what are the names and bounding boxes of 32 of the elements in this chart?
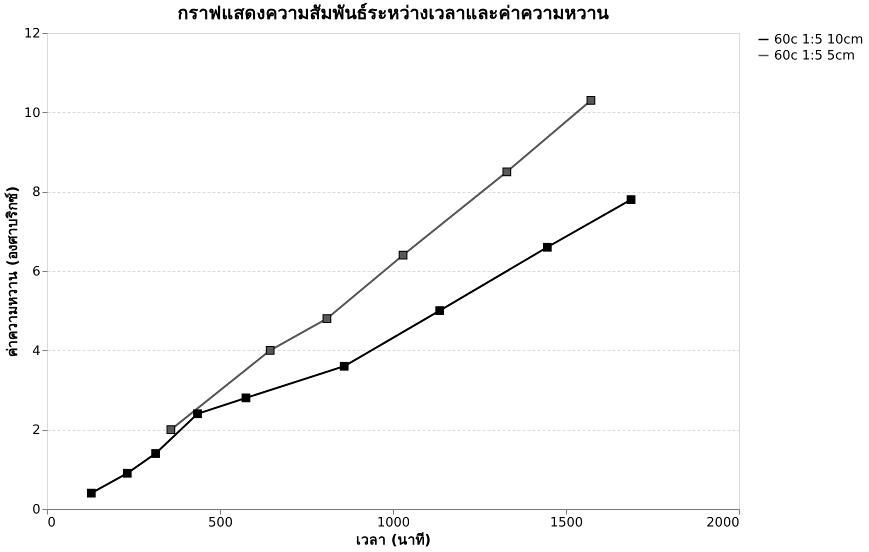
chart-title: กราฟแสดงความสัมพันธ์ระหว่างเวลาและค่าความหวาน [178,2,610,24]
y-axis-title: ค่าความหวาน (องศาบริกซ์) [4,186,21,357]
legend-label: 60c 1:5 5cm [774,48,855,64]
point [242,394,250,402]
point [86,488,96,498]
y-tick-label: 6 [32,264,40,280]
point [322,314,332,323]
point [626,195,636,204]
point [151,449,160,458]
y-tick-label: 0 [32,502,40,518]
x-tick-label: 0 [48,516,56,530]
point [340,362,349,371]
y-tick-label: 10 [24,106,40,121]
point [166,425,176,434]
point [398,250,408,260]
y-tick-label: 4 [32,344,40,359]
point [193,409,202,418]
x-tick-label: 500 [208,516,233,530]
point [122,468,132,478]
point [542,242,552,252]
y-tick-label: 8 [32,185,40,200]
point [502,167,512,176]
x-axis-title: เวลา (นาที) [356,532,431,548]
point [435,306,444,316]
point [266,346,275,355]
y-tick-label: 12 [24,26,40,42]
x-tick-label: 1500 [550,516,584,530]
legend-label: 60c 1:5 10cm [774,32,864,48]
x-tick-label: 1000 [376,516,410,530]
point [586,96,596,105]
x-tick-label: 2000 [706,516,740,530]
y-tick-label: 2 [32,423,40,438]
